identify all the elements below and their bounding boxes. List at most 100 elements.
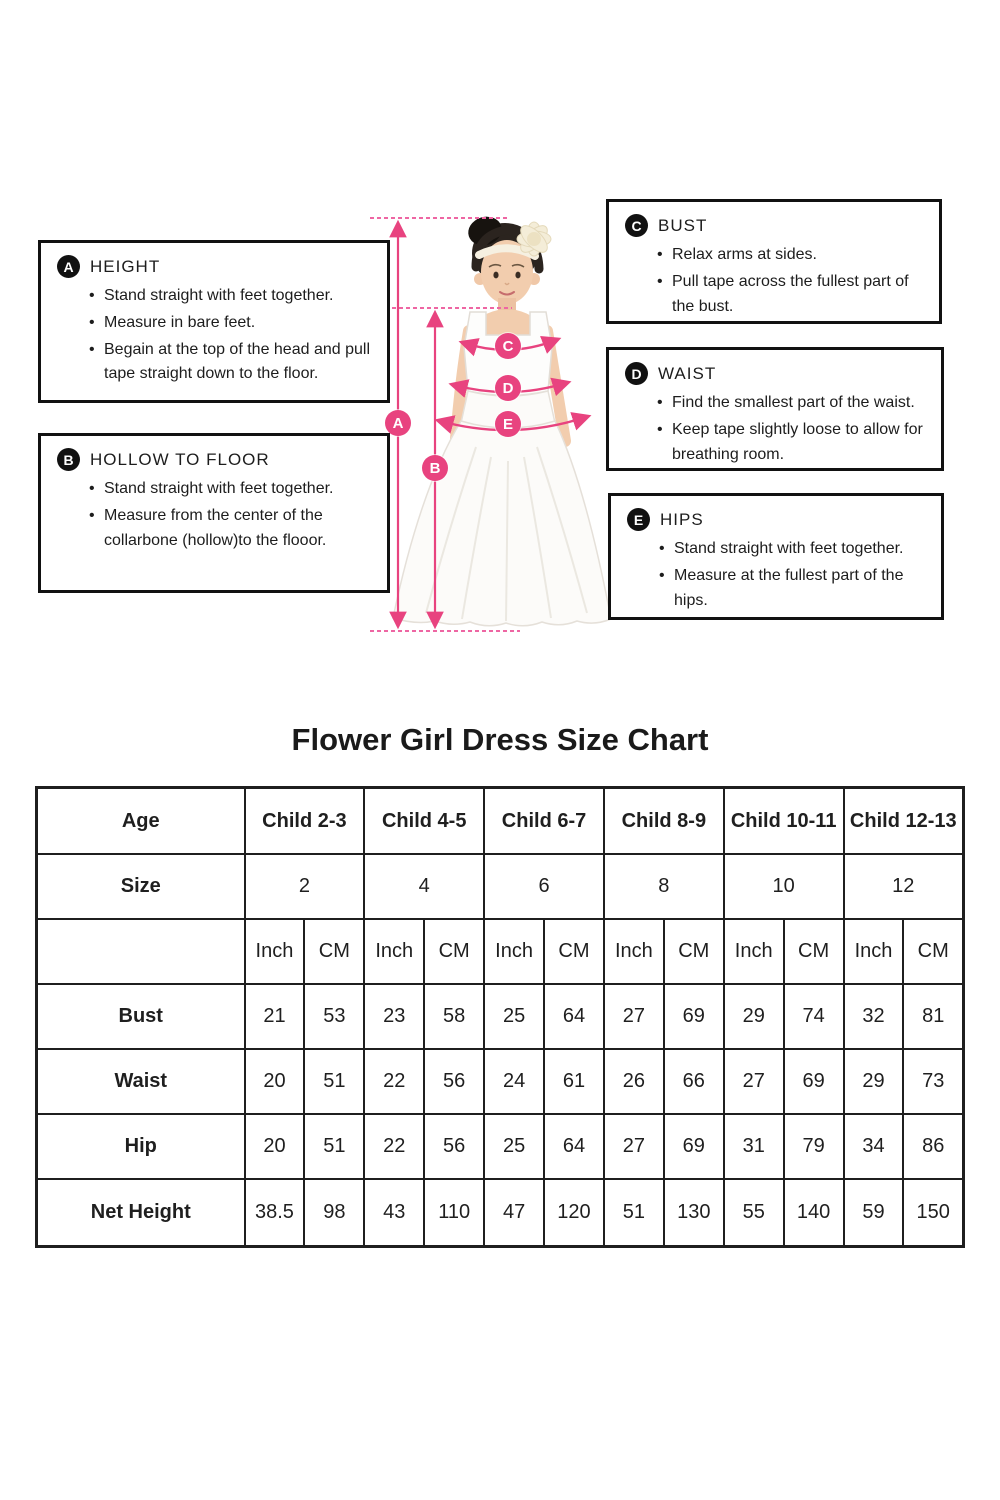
value-cell: 51 <box>602 1178 665 1248</box>
size-chart-table: Age Child 2-3 Child 4-5 Child 6-7 Child … <box>35 786 965 1248</box>
value-cell: 55 <box>722 1178 785 1248</box>
unit-cell-cm: CM <box>543 918 605 985</box>
value-cell: 51 <box>303 1048 366 1115</box>
instruction-title-hips: HIPS <box>660 509 704 529</box>
value-cell: 34 <box>842 1113 905 1180</box>
value-cell: 150 <box>902 1178 965 1248</box>
row-label-bust: Bust <box>35 983 246 1050</box>
value-cell: 61 <box>543 1048 605 1115</box>
instruction-box-waist: D WAIST • Find the smallest part of the w… <box>606 347 944 471</box>
value-cell: 59 <box>842 1178 905 1248</box>
instruction-list-bust: • Relax arms at sides. • Pull tape across … <box>657 243 931 319</box>
instruction-bullet: • Relax arms at sides. <box>657 246 817 263</box>
instruction-bullet: • Stand straight with feet together. <box>89 480 334 497</box>
figure-badge-height: A <box>385 410 411 436</box>
value-cell: 26 <box>602 1048 665 1115</box>
value-cell: 98 <box>303 1178 366 1248</box>
age-group-cell: Child 6-7 <box>483 786 605 855</box>
age-group-cell: Child 4-5 <box>363 786 486 855</box>
instruction-bullet: • Find the smallest part of the waist. <box>657 394 915 411</box>
unit-cell-cm: CM <box>902 918 965 985</box>
value-cell: 43 <box>363 1178 426 1248</box>
instruction-list-height: • Stand straight with feet together. • Mea… <box>89 284 379 387</box>
value-cell: 69 <box>662 983 725 1050</box>
value-cell: 27 <box>722 1048 785 1115</box>
unit-cell-inch: Inch <box>243 918 306 985</box>
value-cell: 20 <box>243 1048 306 1115</box>
size-chart-title: Flower Girl Dress Size Chart <box>291 722 709 757</box>
unit-cell-inch: Inch <box>722 918 785 985</box>
size-row: Size 2 4 6 8 10 12 <box>35 853 965 920</box>
waist-row: Waist 20 51 22 56 24 61 26 66 27 69 29 7… <box>35 1048 965 1115</box>
instruction-list-waist: • Find the smallest part of the waist. • K… <box>657 391 933 467</box>
unit-cell-cm: CM <box>662 918 725 985</box>
row-label-waist: Waist <box>35 1048 246 1115</box>
age-group-cell: Child 8-9 <box>602 786 725 855</box>
value-cell: 25 <box>483 983 546 1050</box>
bust-row: Bust 21 53 23 58 25 64 27 69 29 74 32 81 <box>35 983 965 1050</box>
badge-letter-e: E <box>627 508 650 531</box>
instruction-bullet: • Pull tape across the fullest part of th… <box>657 272 909 315</box>
size-cell: 2 <box>243 853 366 920</box>
unit-cell-inch: Inch <box>483 918 546 985</box>
value-cell: 27 <box>602 983 665 1050</box>
unit-cell-cm: CM <box>423 918 486 985</box>
age-group-cell: Child 2-3 <box>243 786 366 855</box>
value-cell: 110 <box>423 1178 486 1248</box>
instruction-list-hollow-to-floor: • Stand straight with feet together. • Mea… <box>89 477 379 553</box>
value-cell: 64 <box>543 983 605 1050</box>
value-cell: 53 <box>303 983 366 1050</box>
value-cell: 140 <box>782 1178 845 1248</box>
instruction-bullet: • Stand straight with feet together. <box>659 540 904 557</box>
instruction-bullet: • Keep tape slightly loose to allow for b… <box>657 420 923 463</box>
value-cell: 81 <box>902 983 965 1050</box>
figure-badge-hips: E <box>495 411 521 437</box>
figure-badge-hollow-to-floor: B <box>422 455 448 481</box>
size-cell: 8 <box>602 853 725 920</box>
value-cell: 69 <box>782 1048 845 1115</box>
instruction-box-hollow-to-floor: B HOLLOW TO FLOOR • Stand straight with f… <box>38 433 390 593</box>
value-cell: 64 <box>543 1113 605 1180</box>
unit-cell-inch: Inch <box>602 918 665 985</box>
instruction-title-bust: BUST <box>658 215 708 235</box>
value-cell: 29 <box>722 983 785 1050</box>
unit-cell-inch: Inch <box>842 918 905 985</box>
value-cell: 51 <box>303 1113 366 1180</box>
value-cell: 58 <box>423 983 486 1050</box>
value-cell: 120 <box>543 1178 605 1248</box>
instruction-title-waist: WAIST <box>658 363 717 383</box>
units-row: Inch CM Inch CM Inch CM Inch CM Inch CM … <box>35 918 965 985</box>
badge-letter-b: B <box>57 448 80 471</box>
instruction-bullet: • Begain at the top of the head and pull … <box>89 340 370 383</box>
value-cell: 25 <box>483 1113 546 1180</box>
age-row: Age Child 2-3 Child 4-5 Child 6-7 Child … <box>35 786 965 855</box>
value-cell: 73 <box>902 1048 965 1115</box>
row-label-net-height: Net Height <box>35 1178 246 1248</box>
figure-badge-bust: C <box>495 333 521 359</box>
age-header-cell: Age <box>35 786 246 855</box>
size-cell: 12 <box>842 853 965 920</box>
size-header-cell: Size <box>35 853 246 920</box>
unit-cell-cm: CM <box>782 918 845 985</box>
value-cell: 23 <box>363 983 426 1050</box>
value-cell: 86 <box>902 1113 965 1180</box>
size-cell: 4 <box>363 853 486 920</box>
unit-cell-cm: CM <box>303 918 366 985</box>
value-cell: 29 <box>842 1048 905 1115</box>
row-label-hip: Hip <box>35 1113 246 1180</box>
instruction-title-height: HEIGHT <box>90 256 161 276</box>
value-cell: 74 <box>782 983 845 1050</box>
size-cell: 6 <box>483 853 605 920</box>
value-cell: 24 <box>483 1048 546 1115</box>
value-cell: 27 <box>602 1113 665 1180</box>
value-cell: 69 <box>662 1113 725 1180</box>
unit-cell-inch: Inch <box>363 918 426 985</box>
instruction-bullet: • Measure from the center of the collarbo… <box>89 506 327 549</box>
instruction-title-hollow-to-floor: HOLLOW TO FLOOR <box>90 449 270 469</box>
value-cell: 38.5 <box>243 1178 306 1248</box>
units-row-spacer <box>35 918 246 985</box>
value-cell: 56 <box>423 1048 486 1115</box>
badge-letter-c: C <box>625 214 648 237</box>
value-cell: 47 <box>483 1178 546 1248</box>
